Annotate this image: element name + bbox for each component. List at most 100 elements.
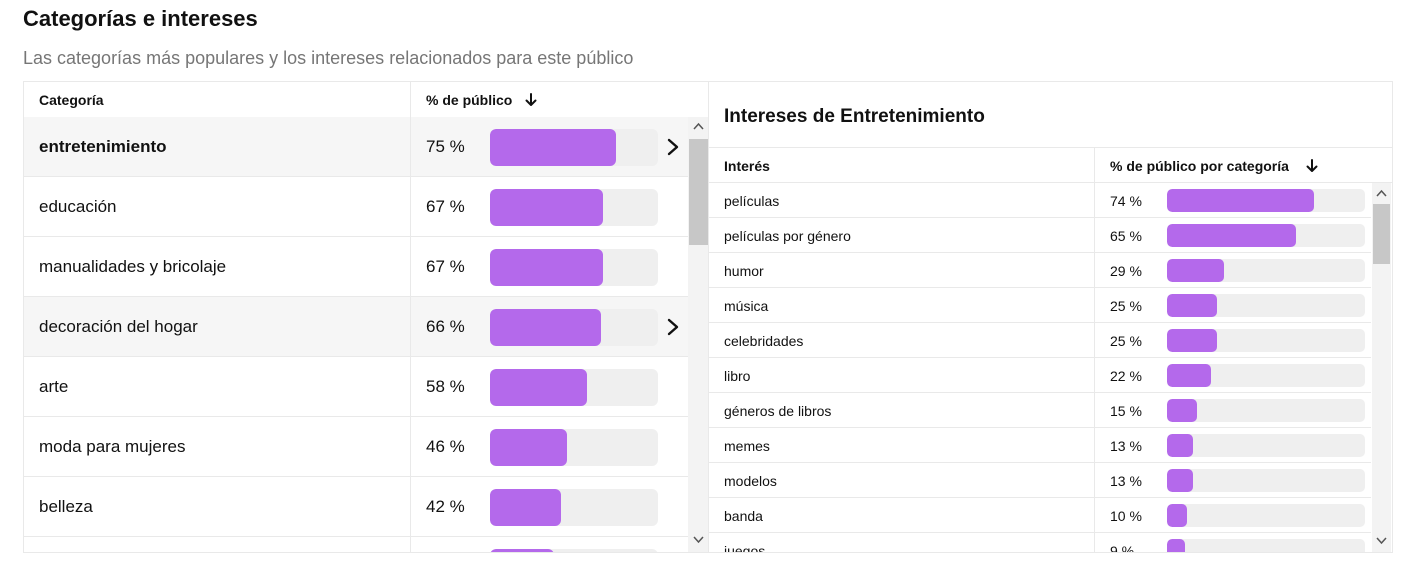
column-divider [410,297,411,357]
interest-row[interactable]: películas por género 65 % [709,218,1371,253]
interests-panel-title: Intereses de Entretenimiento [724,106,985,127]
percent-bar-fill [490,249,603,286]
percent-bar-fill [1167,399,1197,422]
column-header-category[interactable]: Categoría [39,92,104,108]
chevron-right-icon[interactable] [666,138,680,156]
interest-row[interactable]: banda 10 % [709,498,1371,533]
interest-row[interactable]: memes 13 % [709,428,1371,463]
category-row[interactable]: decoración del hogar 66 % [24,297,688,357]
percent-bar-fill [1167,329,1217,352]
interest-percent: 13 % [1110,473,1142,489]
category-row[interactable]: manualidades y bricolaje 67 % [24,237,688,297]
categories-table: Categoría % de público entretenimiento 75… [23,81,709,553]
interests-panel: Intereses de Entretenimiento Interés % d… [709,81,1393,553]
interests-scrollbar[interactable] [1372,183,1391,552]
category-row[interactable]: entretenimiento 75 % [24,117,688,177]
category-row[interactable] [24,537,688,552]
interest-row[interactable]: humor 29 % [709,253,1371,288]
interest-name: celebridades [724,333,804,349]
interest-percent: 22 % [1110,368,1142,384]
column-divider [1094,183,1095,218]
interest-percent: 74 % [1110,193,1142,209]
interest-row[interactable]: géneros de libros 15 % [709,393,1371,428]
interest-percent: 25 % [1110,298,1142,314]
percent-bar-track [1167,469,1365,492]
interest-row[interactable]: libro 22 % [709,358,1371,393]
percent-bar-track [490,249,658,286]
percent-bar-track [490,129,658,166]
column-divider [1094,358,1095,393]
percent-bar-fill [1167,434,1193,457]
interest-percent: 25 % [1110,333,1142,349]
interest-percent: 15 % [1110,403,1142,419]
column-header-category-percent[interactable]: % de público por categoría [1110,158,1289,174]
column-divider [1094,428,1095,463]
interests-list: películas 74 % películas por género 65 % hum… [709,183,1371,553]
scrollbar-thumb[interactable] [689,139,708,245]
percent-bar-track [1167,224,1365,247]
category-row[interactable]: moda para mujeres 46 % [24,417,688,477]
column-divider [1094,218,1095,253]
percent-bar-fill [490,429,568,466]
interest-row[interactable]: modelos 13 % [709,463,1371,498]
percent-bar-track [490,429,658,466]
category-name: decoración del hogar [39,317,198,336]
scrollbar-thumb[interactable] [1373,204,1390,264]
column-divider [410,177,411,237]
chevron-right-icon[interactable] [666,318,680,336]
scroll-down-icon[interactable] [693,536,704,544]
interest-row[interactable]: películas 74 % [709,183,1371,218]
percent-bar-fill [1167,294,1217,317]
category-percent: 66 % [426,317,465,336]
percent-bar-fill [490,129,616,166]
category-name: arte [39,377,69,396]
percent-bar-fill [490,309,601,346]
column-divider [1094,533,1095,552]
arrow-down-icon[interactable] [524,93,538,107]
column-divider [1094,288,1095,323]
interest-percent: 9 % [1110,543,1135,553]
percent-bar-track [490,489,658,526]
column-divider [410,417,411,477]
category-row[interactable]: educación 67 % [24,177,688,237]
scroll-down-icon[interactable] [1376,537,1387,545]
scroll-up-icon[interactable] [1376,189,1387,197]
column-divider [1094,463,1095,498]
percent-bar-track [1167,434,1365,457]
percent-bar-fill [490,369,588,406]
percent-bar-fill [1167,364,1211,387]
column-header-interest[interactable]: Interés [724,158,770,174]
category-row[interactable]: belleza 42 % [24,477,688,537]
column-header-audience-percent[interactable]: % de público [426,92,513,108]
category-row[interactable]: arte 58 % [24,357,688,417]
column-divider [1094,253,1095,288]
percent-bar-fill [490,489,561,526]
interest-name: películas [724,193,780,209]
interest-name: películas por género [724,228,851,244]
percent-bar-track [490,309,658,346]
percent-bar-track [1167,399,1365,422]
scroll-up-icon[interactable] [693,122,704,130]
categories-list: entretenimiento 75 % educación 67 % manualid… [24,117,688,552]
arrow-down-icon[interactable] [1305,159,1319,173]
percent-bar-track [1167,189,1365,212]
category-name: educación [39,197,117,216]
interest-percent: 10 % [1110,508,1142,524]
column-divider [1094,148,1095,184]
percent-bar-fill [1167,189,1314,212]
interest-row[interactable]: música 25 % [709,288,1371,323]
category-percent: 75 % [426,137,465,156]
percent-bar-fill [1167,469,1193,492]
percent-bar-track [1167,329,1365,352]
interest-percent: 65 % [1110,228,1142,244]
categories-scrollbar[interactable] [688,117,708,552]
interest-percent: 13 % [1110,438,1142,454]
interest-name: géneros de libros [724,403,832,419]
percent-bar-track [1167,364,1365,387]
percent-bar-track [490,549,658,552]
column-divider [1094,323,1095,358]
column-divider [410,82,411,118]
interest-row[interactable]: juegos 9 % [709,533,1371,553]
interest-row[interactable]: celebridades 25 % [709,323,1371,358]
category-name: belleza [39,497,93,516]
